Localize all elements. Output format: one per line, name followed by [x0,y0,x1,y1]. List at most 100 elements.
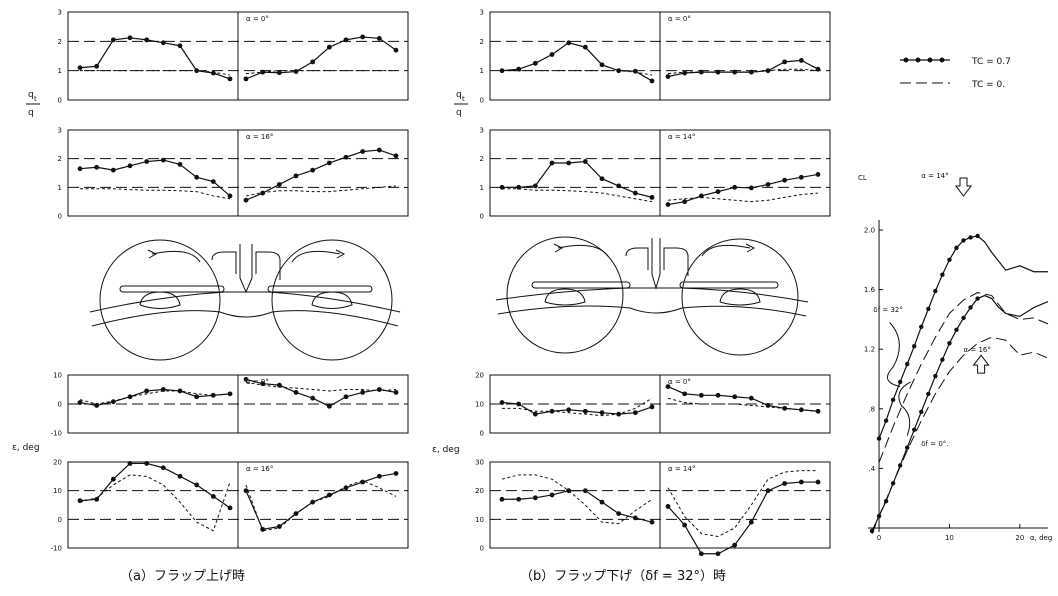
data-point [178,474,183,479]
data-point [650,195,655,200]
data-point [799,480,804,485]
series-tc0-left [80,71,230,75]
y-tick-label: 10 [53,487,62,495]
data-point [732,185,737,190]
legend-dot [916,58,921,63]
data-point [244,198,249,203]
data-point [682,523,687,528]
rotation-arrow-left-a [152,251,200,262]
propeller-disc-left-a [100,240,220,360]
cl-brace-32 [887,322,900,386]
data-point [161,40,166,45]
cl-data-point [975,234,979,238]
data-point [550,493,555,498]
series-tc0-left [502,71,652,75]
series-tc07-right [246,37,396,79]
cl-data-point [891,398,895,402]
data-point [228,76,233,81]
panel-b-eps-alpha14: 0102030α = 14° [475,459,830,557]
y-tick-label: 0 [480,213,484,221]
data-point [94,165,99,170]
flap-right-b [680,282,778,288]
data-point [394,153,399,158]
data-point [128,163,133,168]
epsilon-label-a: ε, deg [12,443,40,453]
y-tick-label: 2 [480,38,484,46]
data-point [228,505,233,510]
data-point [377,36,382,41]
series-tc07-right [246,150,396,200]
data-point [244,76,249,81]
data-point [344,37,349,42]
panel-b-q-alpha0: 3210α = 0° [480,9,830,105]
series-tc07-right [668,60,818,76]
data-point [699,551,704,556]
data-point [749,520,754,525]
fuselage-top-b [626,248,688,276]
panel-a-q-alpha16: 3210α = 16° [58,127,408,221]
cl-data-point [961,316,965,320]
cl-arrow-down [956,178,971,196]
cl-data-point [884,419,888,423]
series-tc0-left [80,391,230,404]
aircraft-drawing-a [90,240,400,360]
data-point [94,64,99,69]
data-point [294,69,299,74]
y-tick-label: 0 [480,430,484,438]
data-point [732,543,737,548]
data-point [377,474,382,479]
data-point [327,404,332,409]
q-num-b: q [456,90,462,100]
data-point [516,497,521,502]
data-point [650,79,655,84]
data-point [583,409,588,414]
wing-upper-b [496,288,808,302]
wing-lower-b [498,306,806,316]
cl-y-tick-label: 1.6 [864,286,876,294]
y-tick-label: 2 [58,155,62,163]
nacelle-left-b [545,289,585,305]
data-point [766,488,771,493]
aircraft-drawing-b [496,237,808,355]
data-point [161,465,166,470]
data-point [749,396,754,401]
series-tc0-right [668,471,818,537]
data-point [360,149,365,154]
data-point [194,483,199,488]
y-tick-label: 3 [58,127,62,135]
cl-data-point [912,427,916,431]
data-point [78,498,83,503]
vertical-fin-a [240,244,252,292]
data-point [550,52,555,57]
data-point [500,497,505,502]
y-tick-label: 2 [480,155,484,163]
data-point [211,71,216,76]
cl-data-point [968,305,972,309]
nacelle-right-b [720,289,760,305]
caption-b: （b）フラップ下げ（δf = 32°）時 [520,569,726,584]
data-point [360,35,365,40]
data-point [144,461,149,466]
data-point [344,394,349,399]
cl-data-point [975,296,979,300]
y-tick-label: 0 [480,545,484,553]
data-point [566,407,571,412]
cl-x-tick-label: 0 [877,534,881,542]
series-tc0-right [246,481,396,531]
cl-data-point [898,380,902,384]
data-point [260,191,265,196]
data-point [600,176,605,181]
data-point [583,159,588,164]
y-tick-label: 1 [480,67,484,75]
data-point [533,495,538,500]
vertical-fin-b [652,238,660,288]
nacelle-left-a [140,292,180,309]
data-point [600,410,605,415]
data-point [161,158,166,163]
data-point [633,410,638,415]
legend-label-tc07: TC = 0.7 [971,57,1011,67]
data-point [600,500,605,505]
cl-y-tick-label: 1.2 [864,346,875,354]
panel-a-eps-alpha0: -10010α = 0° [51,372,408,438]
y-tick-label: 20 [53,459,62,467]
